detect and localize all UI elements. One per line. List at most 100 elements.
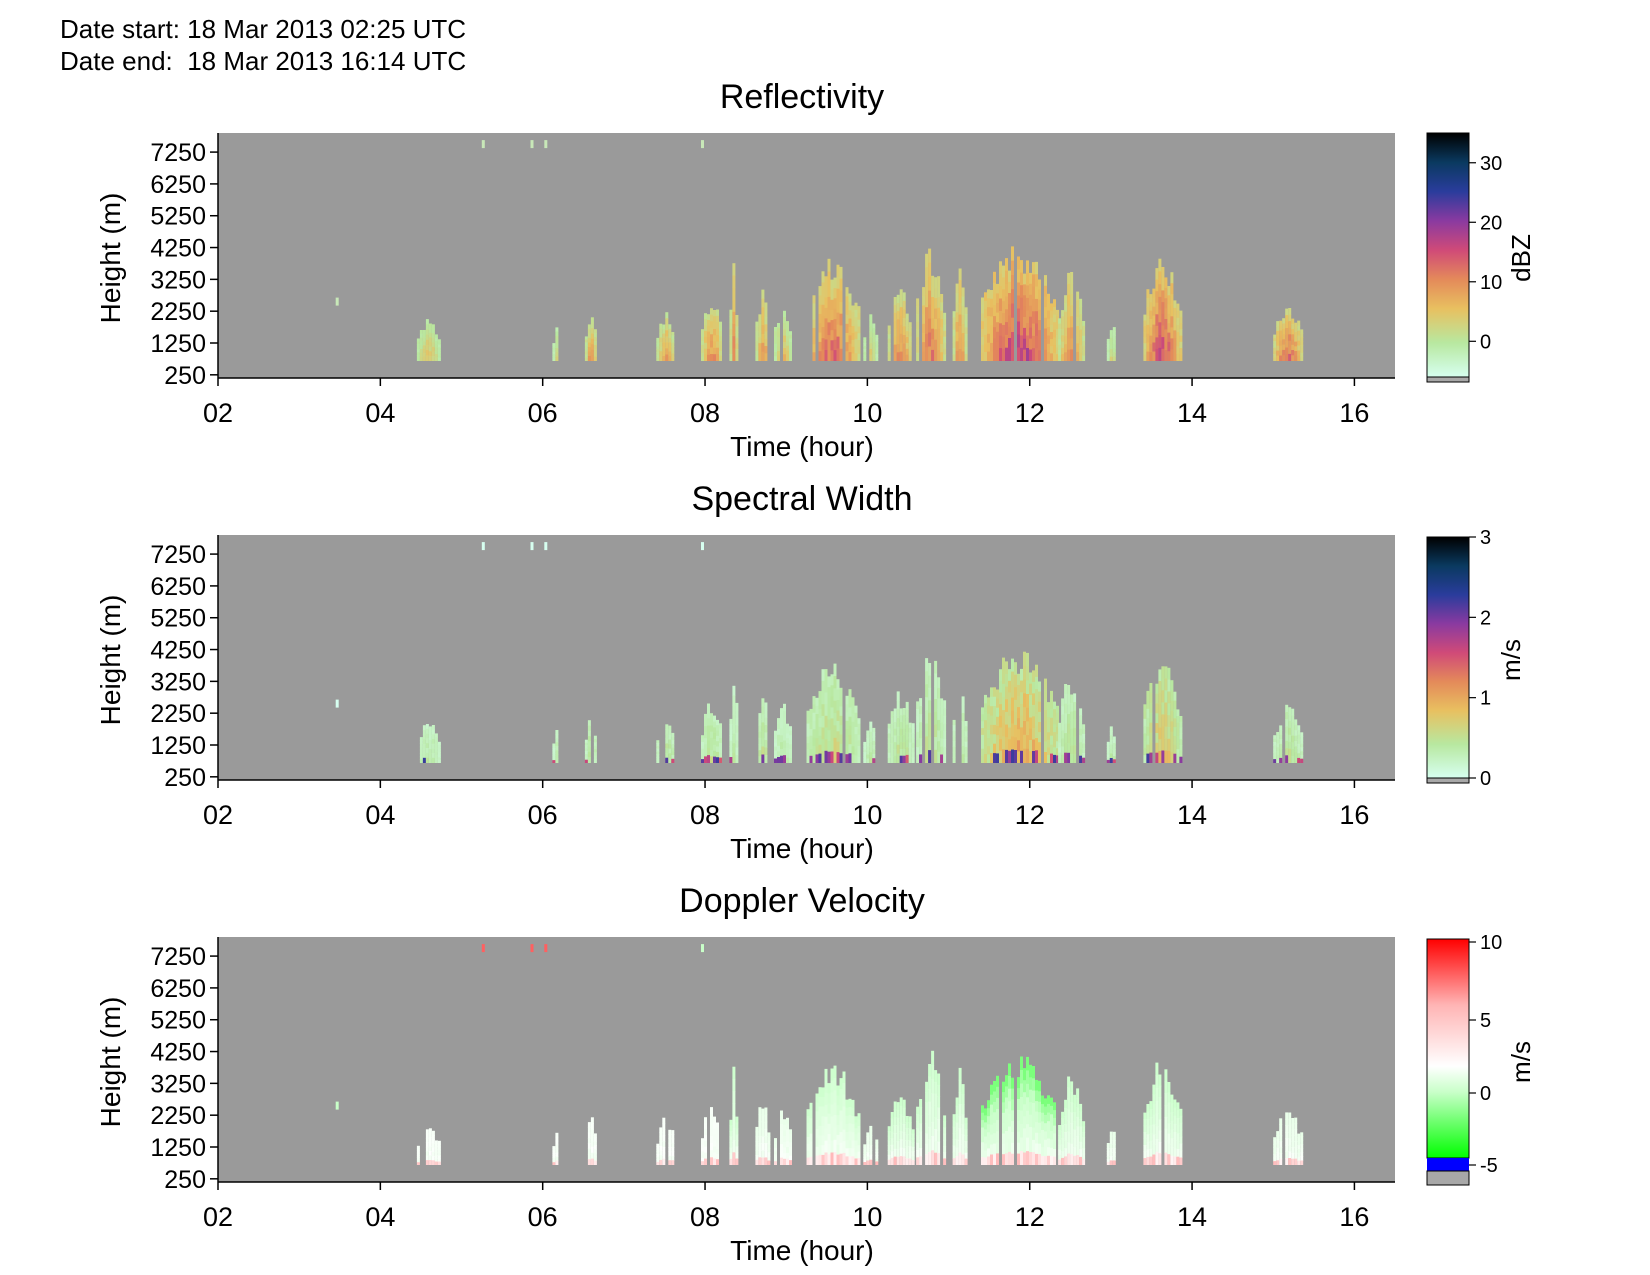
echo-pixel — [818, 1154, 822, 1165]
echo-pixel — [916, 313, 920, 323]
spectral-width-title: Spectral Width — [691, 480, 912, 518]
echo-pixel — [981, 741, 984, 750]
echo-pixel — [1155, 1151, 1159, 1165]
echo-pixel — [987, 1140, 990, 1149]
echo-pixel — [824, 307, 828, 319]
echo-pixel — [1038, 299, 1041, 311]
echo-pixel — [1300, 1152, 1304, 1157]
echo-pixel — [659, 323, 663, 329]
x-tick-label: 12 — [1015, 1202, 1045, 1232]
echo-pixel — [789, 1133, 792, 1139]
echo-pixel — [1073, 719, 1077, 729]
echo-pixel — [911, 1133, 915, 1139]
echo-pixel — [1152, 306, 1156, 317]
echo-pixel — [1047, 754, 1050, 763]
echo-cell — [981, 1056, 1056, 1165]
echo-pixel — [890, 756, 894, 763]
echo-pixel — [1173, 709, 1177, 719]
echo-pixel — [857, 751, 861, 758]
echo-pixel — [1106, 357, 1110, 361]
echo-pixel — [1179, 348, 1183, 355]
echo-pixel — [1008, 270, 1011, 283]
echo-pixel — [1076, 334, 1080, 344]
echo-pixel — [964, 1146, 968, 1154]
echo-pixel — [732, 1140, 736, 1153]
echo-pixel — [836, 741, 840, 753]
echo-pixel — [1035, 750, 1038, 763]
echo-pixel — [1050, 708, 1053, 719]
echo-pixel — [1297, 355, 1301, 361]
echo-pixel — [934, 308, 938, 320]
echo-pixel — [758, 325, 762, 333]
echo-pixel — [990, 1154, 993, 1165]
echo-pixel — [928, 700, 932, 714]
echo-pixel — [854, 331, 858, 340]
echo-pixel — [1143, 726, 1147, 734]
echo-pixel — [1276, 1152, 1280, 1157]
echo-pixel — [437, 1155, 441, 1160]
echo-pixel — [761, 325, 765, 335]
echo-pixel — [552, 1159, 556, 1163]
echo-pixel — [1149, 1156, 1153, 1165]
echo-pixel — [1106, 1143, 1110, 1147]
echo-pixel — [842, 1071, 846, 1084]
echo-pixel — [668, 351, 672, 357]
echo-pixel — [425, 324, 429, 330]
echo-pixel — [833, 1152, 837, 1165]
echo-pixel — [1152, 1104, 1156, 1116]
echo-pixel — [824, 727, 828, 740]
echo-pixel — [869, 320, 873, 327]
echo-pixel — [587, 324, 591, 330]
echo-pixel — [1029, 316, 1032, 329]
echo-pixel — [893, 304, 897, 314]
echo-pixel — [857, 1158, 861, 1165]
echo-pixel — [931, 1065, 935, 1080]
echo-pixel — [1017, 256, 1020, 270]
echo-pixel — [1067, 338, 1071, 350]
echo-pixel — [1285, 1145, 1289, 1152]
echo-pixel — [1008, 704, 1011, 717]
echo-pixel — [1288, 1125, 1292, 1133]
echo-pixel — [713, 1146, 716, 1153]
echo-pixel — [1056, 748, 1059, 756]
echo-pixel — [1026, 694, 1029, 709]
echo-pixel — [916, 716, 920, 725]
echo-pixel — [1005, 296, 1008, 310]
echo-pixel — [830, 674, 834, 686]
echo-pixel — [1143, 314, 1147, 321]
echo-pixel — [704, 325, 707, 332]
echo-pixel — [857, 718, 861, 725]
echo-pixel — [836, 264, 840, 278]
echo-pixel — [1112, 1135, 1116, 1141]
echo-pixel — [952, 1120, 956, 1128]
echo-pixel — [990, 1084, 993, 1096]
echo-pixel — [1026, 748, 1029, 763]
echo-pixel — [587, 1127, 591, 1134]
echo-pixel — [774, 343, 777, 349]
echo-pixel — [767, 1132, 771, 1137]
y-tick-label: 1250 — [150, 732, 206, 760]
echo-pixel — [1149, 752, 1153, 763]
echo-pixel — [668, 753, 672, 759]
echo-pixel — [964, 736, 968, 743]
echo-pixel — [1070, 1122, 1074, 1134]
echo-pixel — [713, 341, 716, 349]
echo-pixel — [1023, 317, 1026, 329]
echo-pixel — [774, 339, 777, 345]
echo-pixel — [1067, 1120, 1071, 1132]
echo-pixel — [428, 739, 432, 745]
echo-pixel — [842, 1106, 846, 1119]
echo-pixel — [869, 1125, 873, 1132]
echo-pixel — [893, 328, 897, 338]
echo-pixel — [839, 715, 843, 726]
echo-pixel — [1288, 1119, 1292, 1126]
echo-pixel — [911, 723, 915, 729]
echo-pixel — [671, 346, 675, 351]
echo-pixel — [1002, 657, 1005, 672]
echo-pixel — [863, 1156, 867, 1160]
echo-pixel — [1082, 743, 1086, 749]
echo-pixel — [911, 757, 915, 763]
echo-pixel — [866, 1136, 870, 1141]
echo-pixel — [422, 753, 426, 759]
echo-pixel — [1067, 1153, 1071, 1165]
